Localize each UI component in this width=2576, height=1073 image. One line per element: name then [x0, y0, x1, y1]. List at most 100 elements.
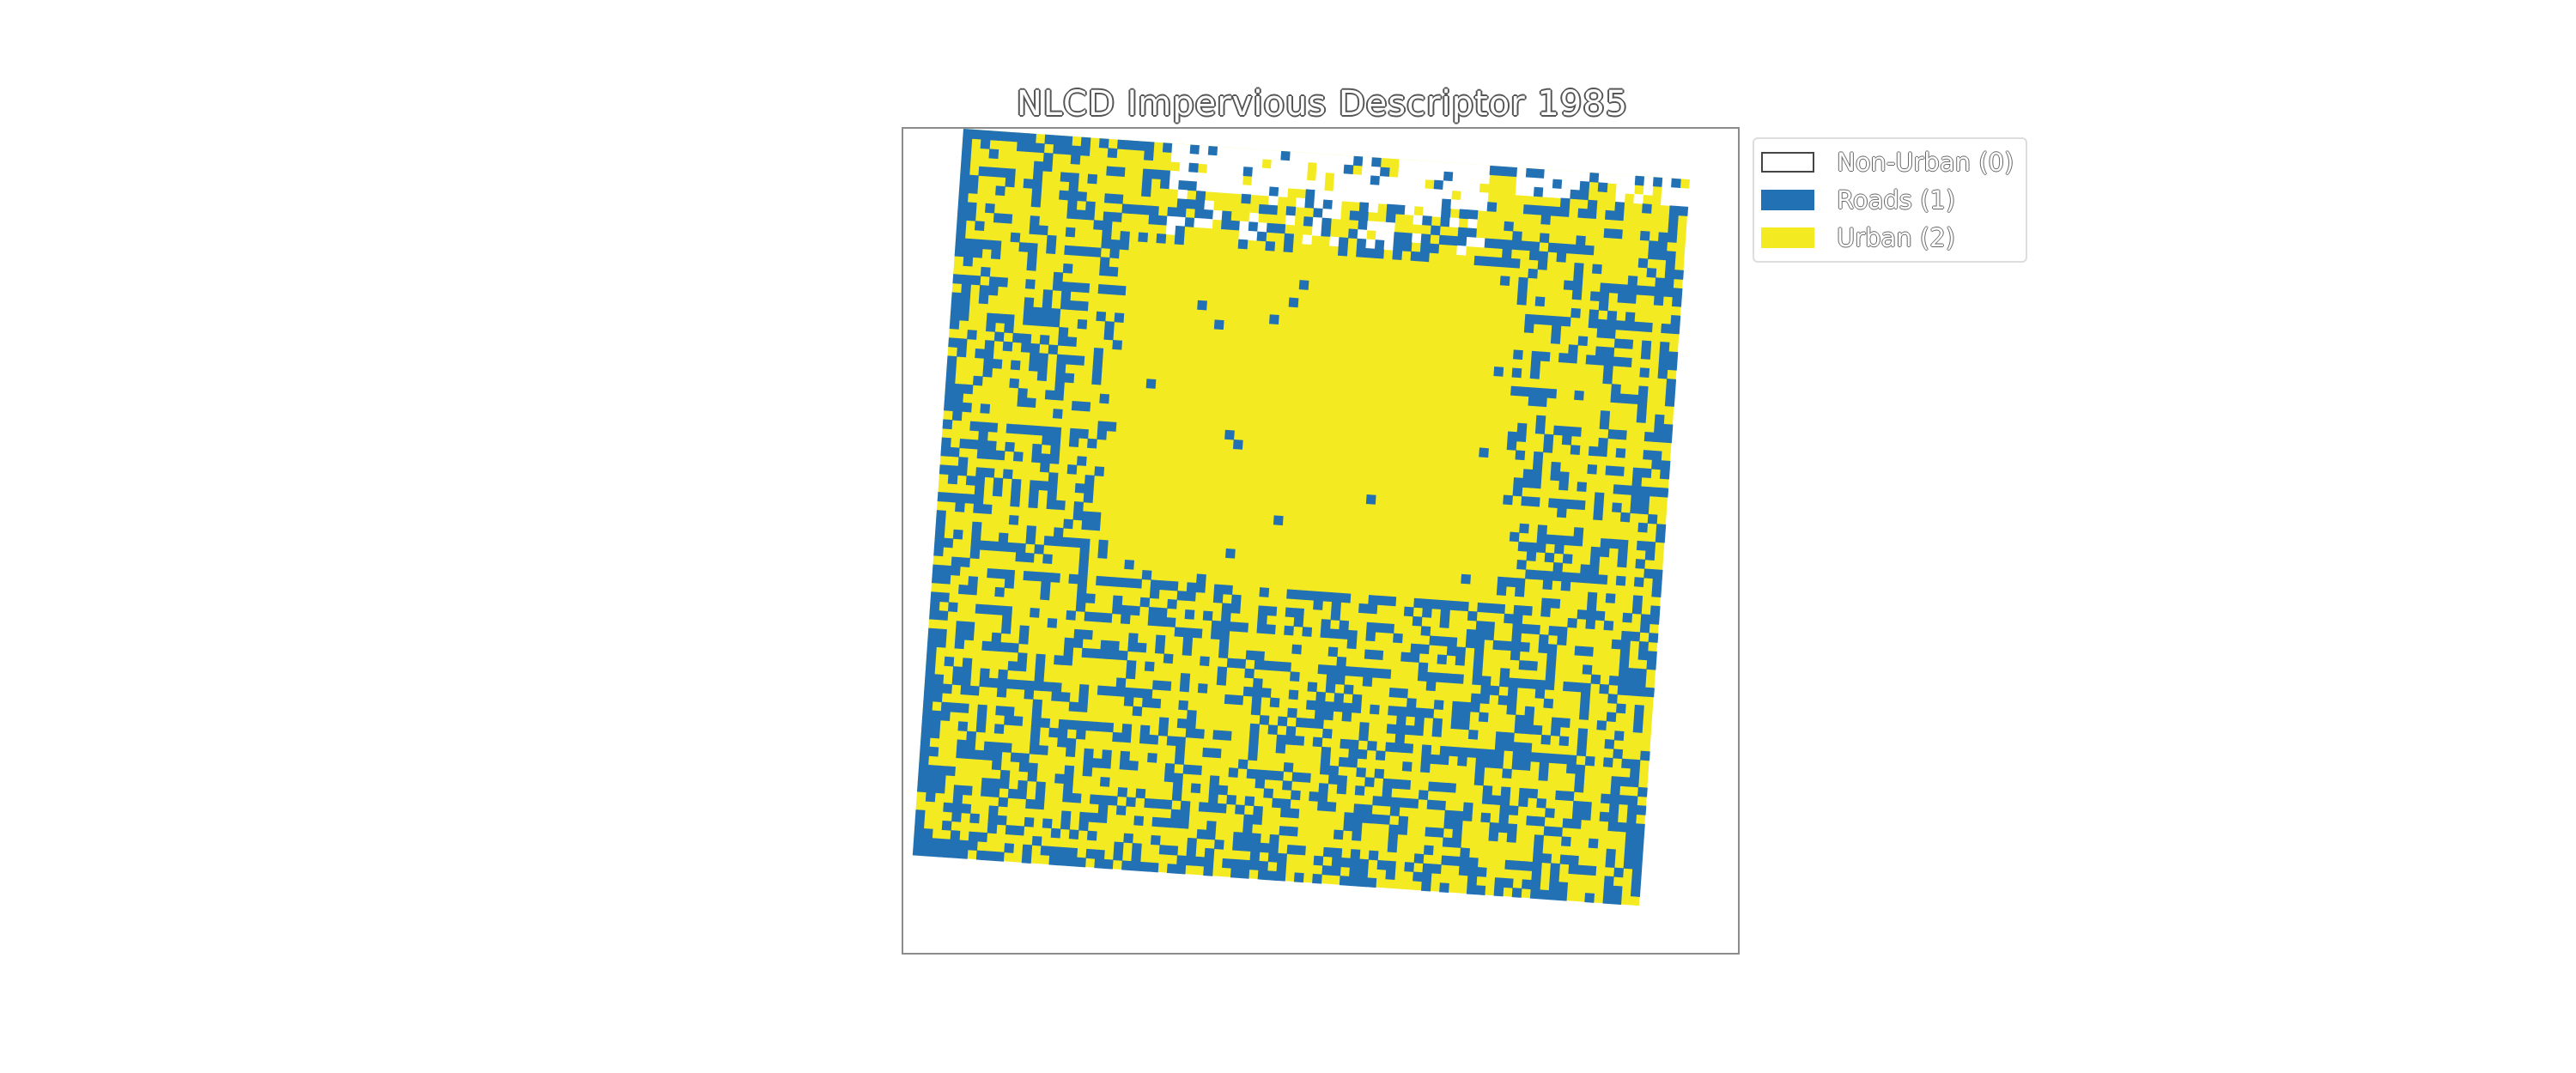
road-cell [1653, 432, 1664, 443]
road-cell [951, 675, 963, 686]
non-urban-cell [1352, 173, 1363, 185]
road-cell [1090, 520, 1101, 531]
road-cell [1179, 809, 1190, 821]
road-cell [937, 491, 948, 502]
road-cell [1078, 556, 1090, 567]
road-cell [1295, 590, 1306, 600]
road-cell [1412, 615, 1423, 627]
road-cell [1467, 227, 1477, 239]
road-cell [1606, 848, 1616, 859]
road-cell [1578, 190, 1589, 201]
road-cell [1015, 552, 1026, 562]
road-cell [1512, 750, 1522, 761]
road-cell [1503, 877, 1514, 888]
road-cell [1399, 797, 1410, 809]
non-urban-cell [1323, 190, 1334, 201]
road-cell [1151, 698, 1162, 709]
road-cell [1221, 730, 1232, 741]
road-cell [1239, 868, 1250, 879]
non-urban-cell [1223, 183, 1234, 194]
road-cell [1150, 579, 1161, 591]
road-cell [1197, 300, 1207, 311]
road-cell [1330, 610, 1341, 621]
non-urban-cell [1679, 197, 1689, 208]
road-cell [1621, 758, 1631, 769]
road-cell [1099, 649, 1110, 659]
road-cell [1362, 803, 1373, 815]
road-cell [1011, 478, 1022, 489]
road-cell [1275, 223, 1286, 234]
non-urban-cell [1369, 184, 1380, 195]
road-cell [1091, 246, 1102, 258]
road-cell [1338, 237, 1349, 247]
road-cell [1528, 396, 1539, 407]
road-cell [1637, 403, 1648, 415]
road-cell [1473, 665, 1483, 676]
road-cell [1404, 862, 1415, 872]
road-cell [1015, 424, 1025, 435]
non-urban-cell [1199, 145, 1209, 155]
road-cell [1004, 715, 1014, 726]
road-cell [1661, 323, 1671, 334]
road-cell [1534, 296, 1546, 307]
road-cell [1492, 257, 1503, 268]
road-cell [1175, 225, 1186, 236]
road-cell [1091, 648, 1101, 659]
road-cell [1386, 203, 1397, 215]
road-cell [1516, 432, 1527, 442]
road-cell [1065, 227, 1076, 238]
road-cell [1082, 246, 1093, 257]
road-cell [1643, 450, 1654, 460]
road-cell [1057, 728, 1068, 739]
road-cell [1057, 737, 1067, 748]
road-cell [999, 779, 1010, 790]
road-cell [1184, 217, 1195, 227]
road-cell [1507, 695, 1517, 706]
road-cell [1081, 519, 1092, 530]
road-cell [1588, 838, 1599, 849]
road-cell [1352, 821, 1363, 833]
road-cell [1076, 720, 1087, 731]
legend-item-non-urban: Non-Urban (0) [1761, 148, 2014, 177]
road-cell [1552, 179, 1563, 190]
road-cell [1417, 671, 1428, 682]
road-cell [938, 610, 949, 621]
road-cell [1593, 510, 1603, 521]
road-cell [1364, 777, 1375, 788]
road-cell [1550, 470, 1561, 482]
road-cell [1403, 743, 1414, 754]
non-urban-cell [1165, 225, 1176, 235]
road-cell [1103, 193, 1115, 204]
road-cell [1664, 269, 1675, 280]
road-cell [1143, 150, 1154, 161]
road-cell [1259, 587, 1270, 597]
road-cell [977, 440, 988, 451]
road-cell [1024, 297, 1035, 307]
non-urban-cell [1325, 163, 1336, 173]
road-cell [1488, 831, 1499, 842]
road-cell [1327, 774, 1339, 785]
road-cell [917, 773, 928, 784]
road-cell [1249, 732, 1260, 743]
road-cell [1548, 498, 1558, 508]
non-urban-cell [1406, 168, 1418, 179]
road-cell [1440, 216, 1450, 227]
road-cell [921, 846, 933, 857]
road-cell [1400, 652, 1411, 663]
road-cell [1061, 536, 1072, 548]
non-urban-cell [1461, 173, 1472, 183]
road-cell [963, 238, 975, 249]
non-urban-cell [1414, 187, 1425, 198]
road-cell [1584, 893, 1595, 903]
road-cell [1385, 742, 1395, 753]
road-cell [1358, 868, 1369, 878]
road-cell [1159, 179, 1170, 190]
road-cell [1192, 765, 1202, 775]
road-cell [1184, 609, 1195, 620]
road-cell [1352, 812, 1364, 823]
road-cell [960, 293, 971, 303]
road-cell [1040, 718, 1051, 729]
road-cell [978, 421, 989, 433]
road-cell [1039, 335, 1050, 345]
road-cell [1291, 644, 1303, 655]
